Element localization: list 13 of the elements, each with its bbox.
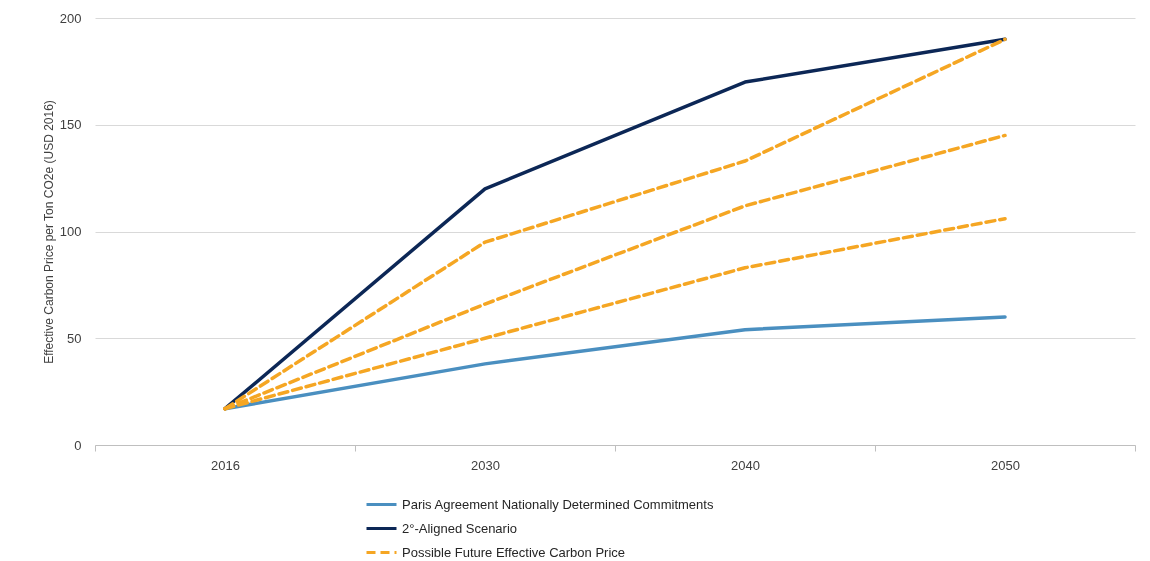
x-tick-label: 2030 (471, 457, 500, 473)
y-tick-label: 200 (59, 10, 82, 26)
legend-label: Paris Agreement Nationally Determined Commitments (402, 496, 714, 512)
x-tick-label: 2040 (731, 457, 760, 473)
x-tick-label: 2016 (211, 457, 240, 473)
y-tick-label: 50 (67, 330, 82, 346)
y-axis-title: Effective Carbon Price per Ton CO2e (USD 2016) (41, 100, 56, 364)
y-tick-label: 0 (74, 437, 82, 453)
y-tick-label: 150 (59, 117, 82, 133)
x-tick-label: 2050 (991, 457, 1020, 473)
legend-label: Possible Future Effective Carbon Price (402, 544, 626, 560)
y-tick-label: 100 (59, 224, 82, 239)
legend-label: 2°-Aligned Scenario (402, 520, 518, 536)
